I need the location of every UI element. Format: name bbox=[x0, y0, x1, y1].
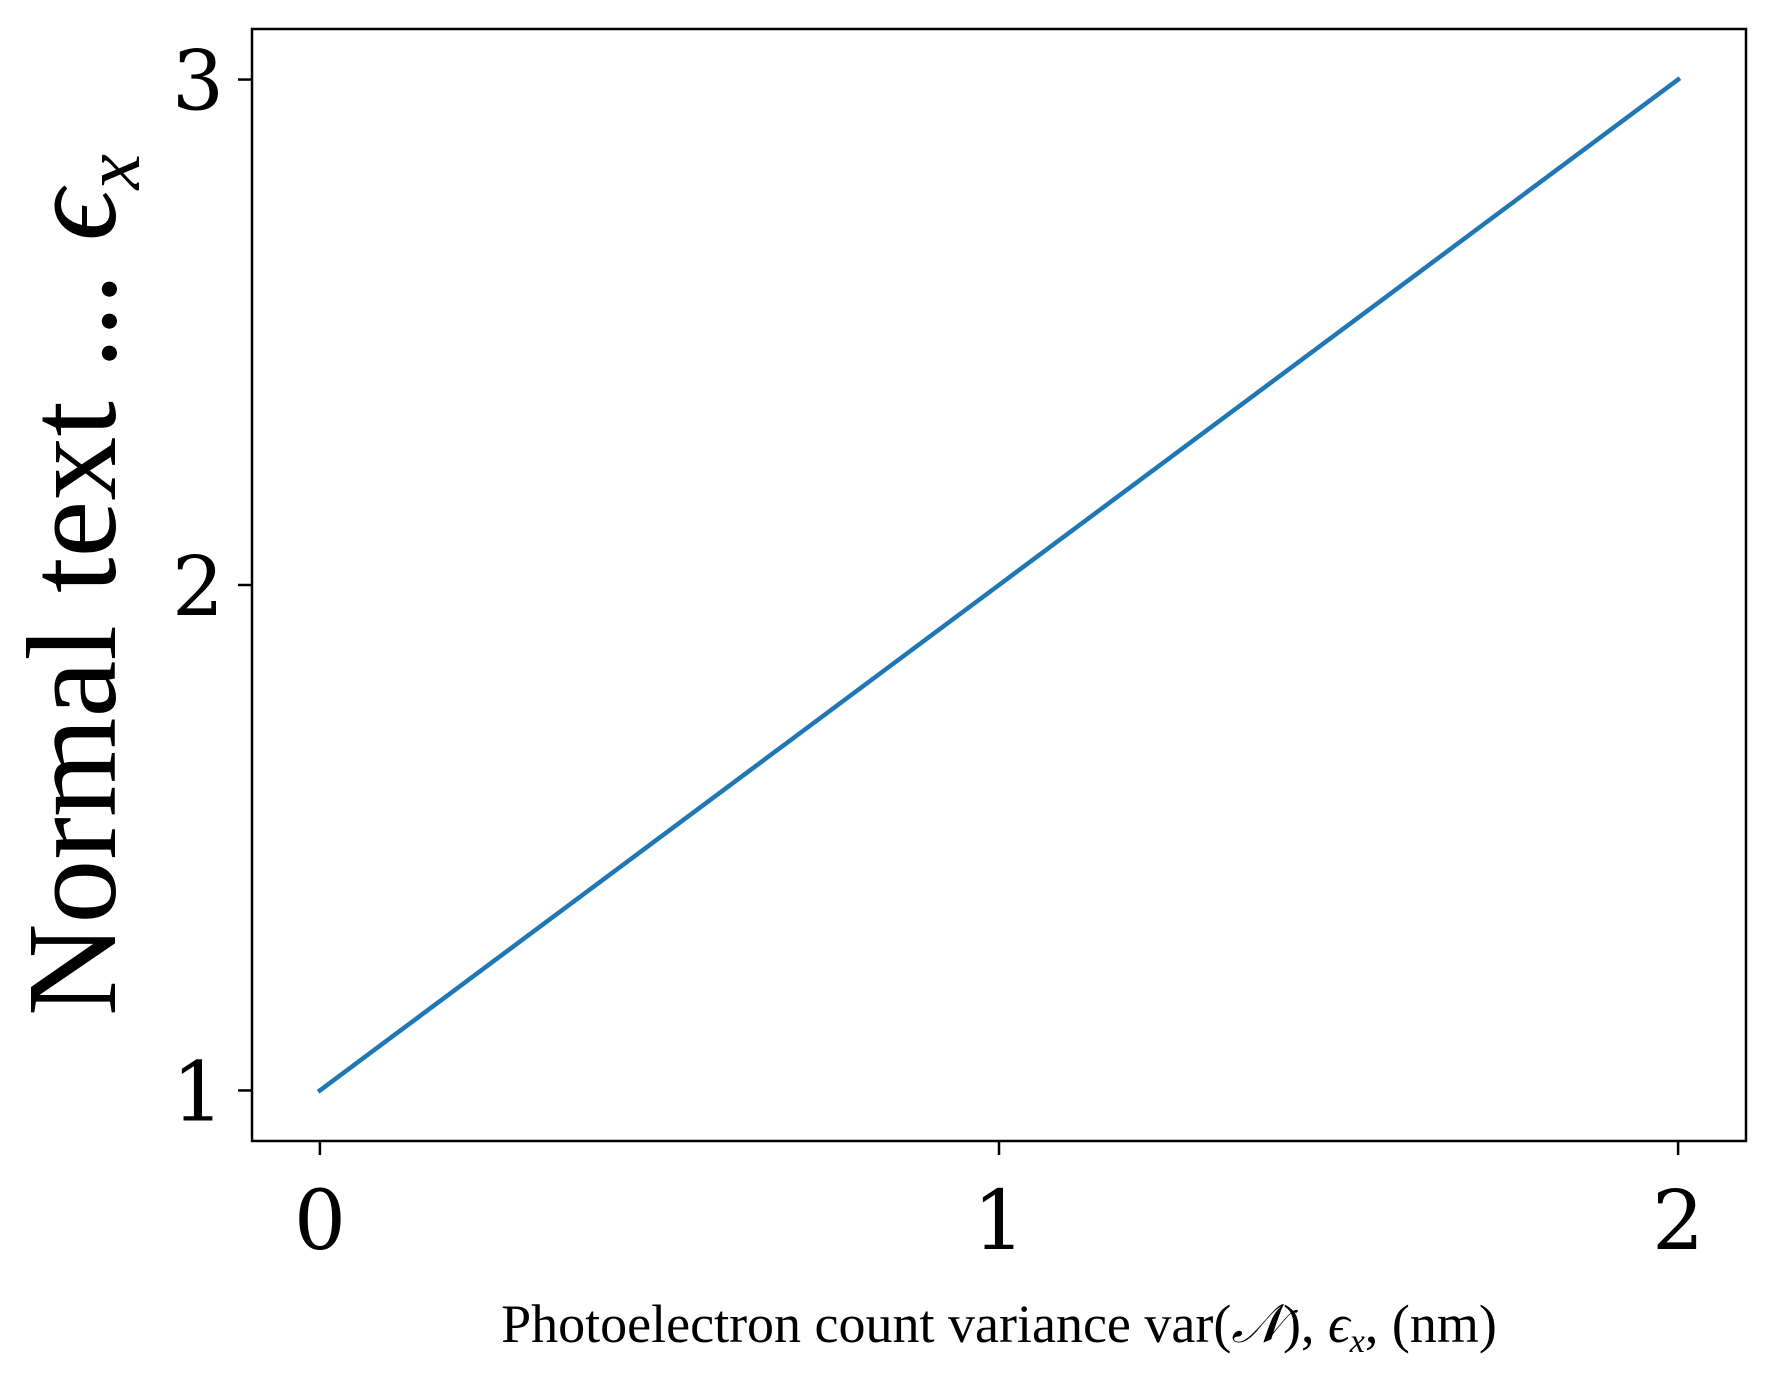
x-axis-label: Photoelectron count variance var(𝒩), ϵx,… bbox=[501, 1294, 1497, 1360]
x-axis-label-suffix: , (nm) bbox=[1365, 1294, 1497, 1354]
x-axis-label-middle: ), bbox=[1283, 1294, 1328, 1354]
x-axis-ticks: 0 1 2 bbox=[294, 1141, 1704, 1269]
x-axis-label-prefix: Photoelectron count variance var( bbox=[501, 1294, 1231, 1354]
series-line-0 bbox=[316, 76, 1682, 1094]
y-axis-ticks: 1 2 3 bbox=[172, 35, 252, 1140]
x-axis-label-subscript: x bbox=[1349, 1323, 1365, 1360]
x-axis-label-epsilon: ϵ bbox=[1328, 1294, 1352, 1354]
series-layer bbox=[316, 76, 1682, 1094]
y-axis-label-text: Normal text ... bbox=[1, 241, 143, 1016]
y-tick-label: 2 bbox=[172, 540, 224, 635]
x-tick-label: 0 bbox=[294, 1174, 346, 1269]
y-axis-label: Normal text ... ϵx bbox=[1, 154, 157, 1016]
y-axis-label-epsilon: ϵ bbox=[1, 185, 143, 241]
y-axis-label-subscript: x bbox=[69, 154, 157, 191]
x-tick-label: 1 bbox=[973, 1174, 1025, 1269]
y-tick-label: 1 bbox=[172, 1045, 224, 1140]
x-tick-label: 2 bbox=[1652, 1174, 1704, 1269]
y-tick-label: 3 bbox=[172, 35, 224, 130]
